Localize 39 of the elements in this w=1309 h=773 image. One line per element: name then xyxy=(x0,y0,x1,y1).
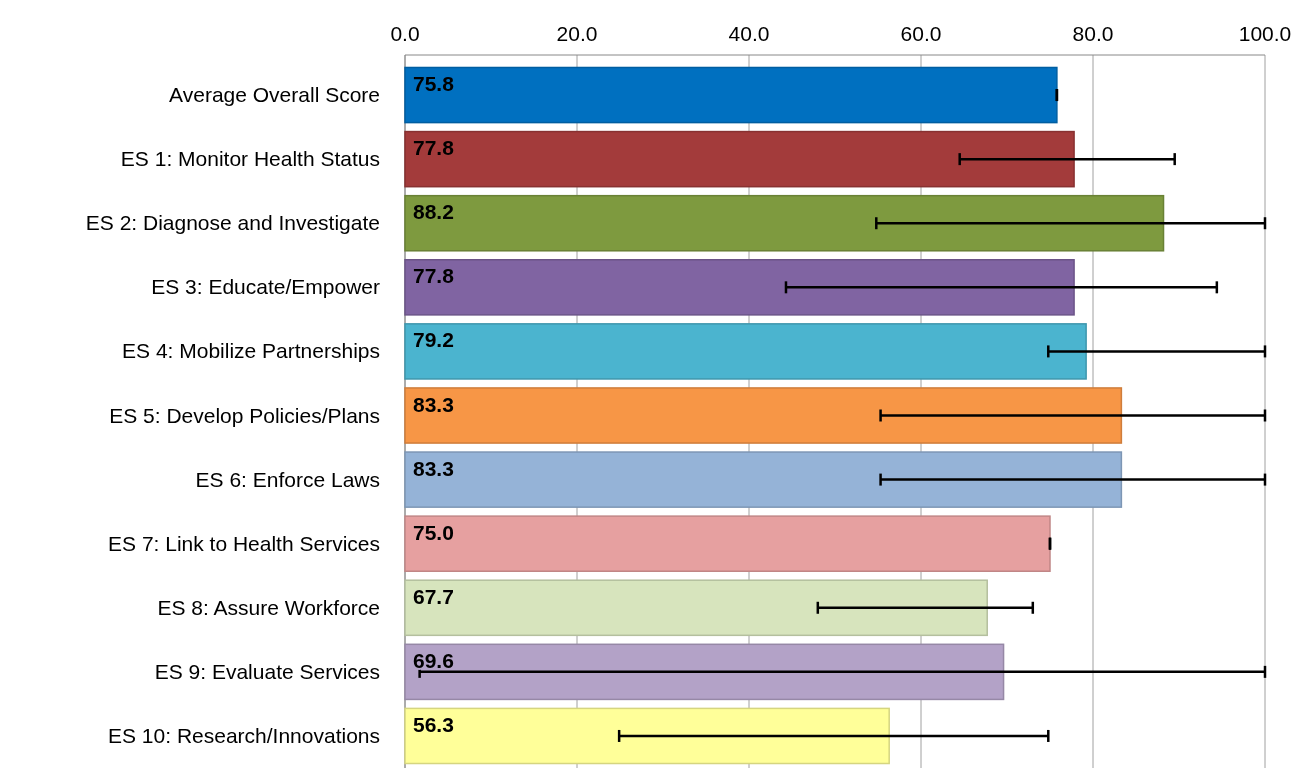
data-label: 77.8 xyxy=(413,264,455,288)
bar xyxy=(404,515,1051,572)
bar xyxy=(404,323,1087,380)
x-tick-label: 60.0 xyxy=(900,22,942,45)
bar xyxy=(404,259,1075,316)
y-tick-label: Average Overall Score xyxy=(169,83,380,107)
bar xyxy=(404,194,1165,252)
data-label: 79.2 xyxy=(413,328,454,352)
y-tick-label: ES 9: Evaluate Services xyxy=(154,659,380,683)
bar xyxy=(404,387,1123,444)
x-tick-label: 40.0 xyxy=(728,22,770,45)
data-label: 83.3 xyxy=(413,392,454,416)
data-label: 83.3 xyxy=(413,456,454,480)
data-label: 88.2 xyxy=(413,200,454,224)
y-tick-label: ES 1: Monitor Health Status xyxy=(120,147,380,171)
y-tick-label: ES 8: Assure Workforce xyxy=(157,595,380,619)
bar xyxy=(404,707,890,765)
x-tick-label: 100.0 xyxy=(1238,22,1292,45)
y-tick-label: ES 3: Educate/Empower xyxy=(151,275,380,299)
x-tick-label: 80.0 xyxy=(1072,22,1114,45)
bar xyxy=(404,643,1005,701)
y-tick-label: ES 7: Link to Health Services xyxy=(108,531,380,555)
y-tick-label: ES 10: Research/Innovations xyxy=(108,723,380,747)
bar xyxy=(404,66,1058,124)
data-label: 77.8 xyxy=(413,136,455,160)
y-tick-label: ES 5: Develop Policies/Plans xyxy=(109,403,380,427)
data-label: 75.0 xyxy=(413,520,454,544)
data-label: 56.3 xyxy=(413,712,454,736)
bar xyxy=(404,130,1075,188)
x-tick-label: 20.0 xyxy=(556,22,598,45)
data-label: 69.6 xyxy=(413,648,454,672)
bar xyxy=(404,451,1123,508)
y-tick-label: ES 2: Diagnose and Investigate xyxy=(85,211,380,235)
bar xyxy=(404,579,988,637)
data-label: 67.7 xyxy=(413,584,454,608)
x-tick-label: 0.0 xyxy=(390,22,420,45)
y-tick-label: ES 4: Mobilize Partnerships xyxy=(122,339,380,363)
y-tick-label: ES 6: Enforce Laws xyxy=(195,467,380,491)
data-label: 75.8 xyxy=(413,72,455,96)
